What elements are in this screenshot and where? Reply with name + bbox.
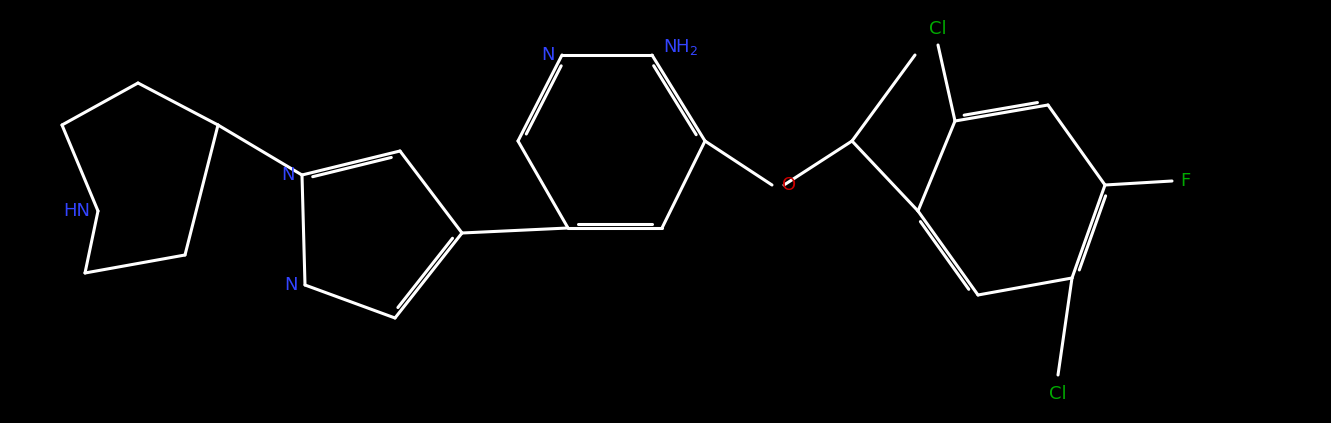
Text: NH$_2$: NH$_2$ — [663, 37, 699, 57]
Text: HN: HN — [63, 202, 91, 220]
Text: Cl: Cl — [929, 20, 946, 38]
Text: N: N — [285, 276, 298, 294]
Text: N: N — [542, 46, 555, 64]
Text: N: N — [281, 166, 295, 184]
Text: Cl: Cl — [1049, 385, 1067, 403]
Text: O: O — [783, 176, 796, 194]
Text: F: F — [1181, 172, 1190, 190]
